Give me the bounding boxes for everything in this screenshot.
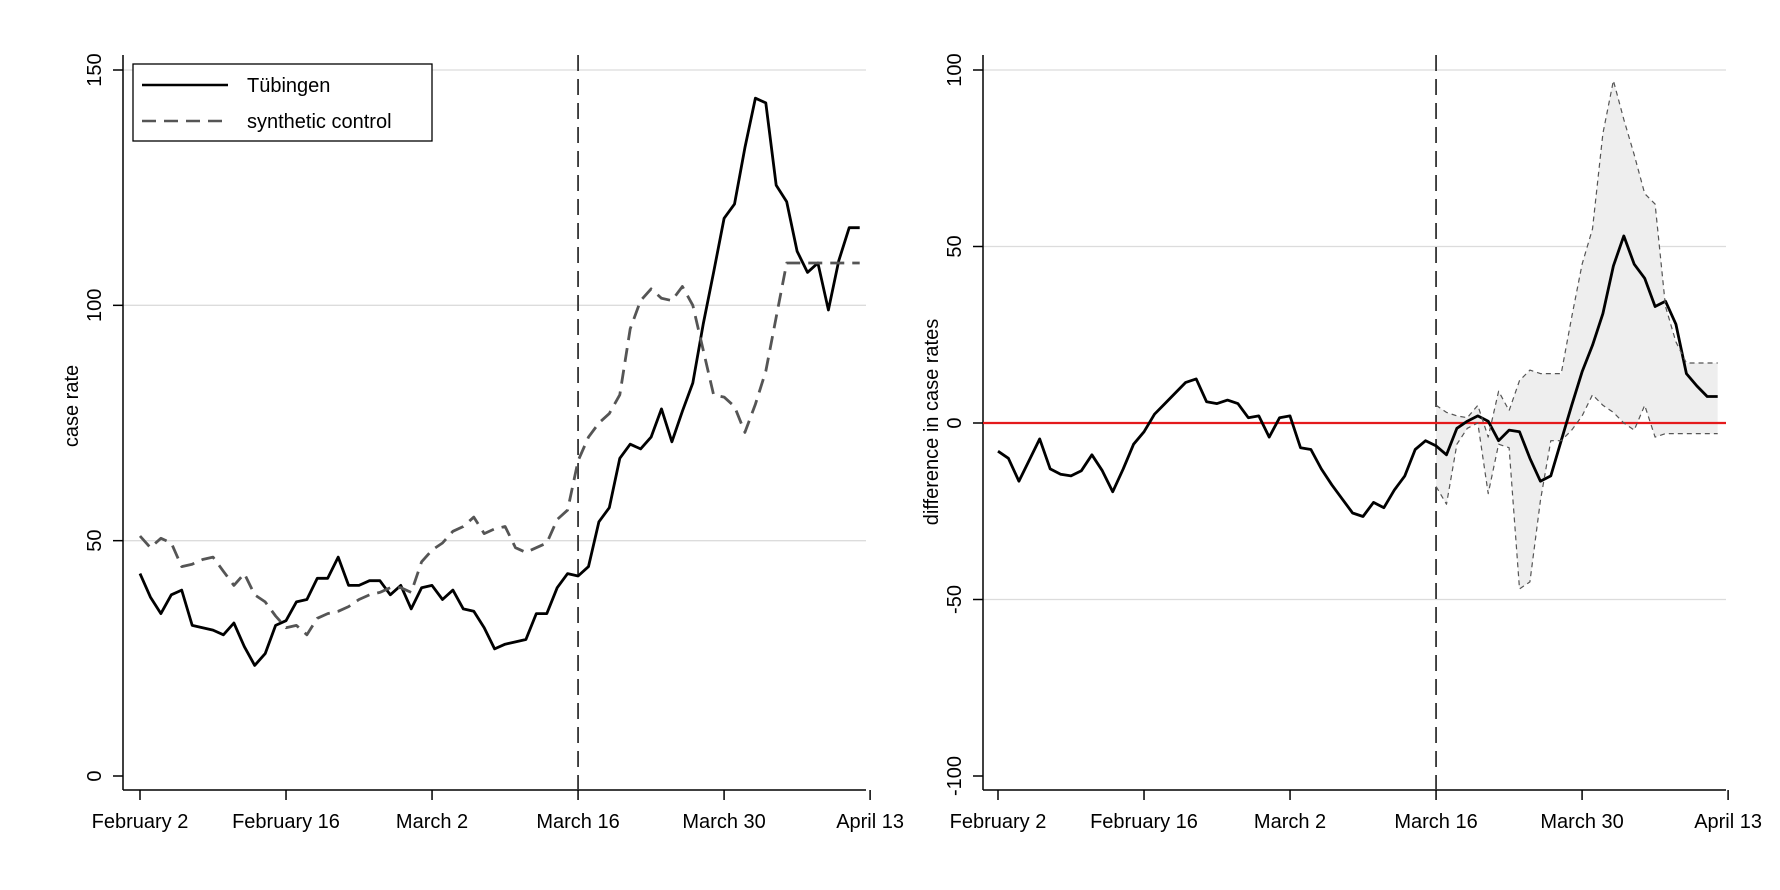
x-tick-label: March 30 [1540,811,1623,833]
x-tick-label: April 13 [1694,811,1762,833]
left-y-axis-title: case rate [61,365,83,447]
left-y-ticks: 0 50 100 150 [84,53,123,782]
series-line-synthetic-control [138,261,860,637]
y-tick-label: 100 [84,289,106,322]
y-tick-label: 50 [84,530,106,552]
x-tick-label: March 16 [536,811,619,833]
x-tick-label: March 2 [1254,811,1326,833]
right-panel-difference: -100 -50 0 50 100 February 2 February 16 March… [921,53,1762,833]
legend: Tübingen synthetic control [132,63,433,142]
left-x-ticks: February 2 February 16 March 2 March 16 Marc… [92,790,904,833]
legend-label-tubingen: Tübingen [247,75,330,97]
left-axes [122,55,866,791]
right-y-ticks: -100 -50 0 50 100 [944,53,983,796]
y-tick-label: 0 [944,417,966,428]
left-series [138,55,860,790]
y-tick-label: -100 [944,756,966,796]
x-tick-label: February 2 [92,811,189,833]
y-tick-label: 0 [84,770,106,781]
x-tick-label: April 13 [836,811,904,833]
series-line-difference [997,234,1718,518]
x-tick-label: March 16 [1394,811,1477,833]
x-tick-label: February 2 [950,811,1047,833]
x-tick-label: February 16 [1090,811,1198,833]
x-tick-label: February 16 [232,811,340,833]
series-line-upper-bound [1435,79,1718,438]
y-tick-label: 50 [944,235,966,257]
legend-label-synthetic-control: synthetic control [247,111,392,133]
right-x-ticks: February 2 February 16 March 2 March 16 Marc… [950,790,1762,833]
series-line-t-bingen [138,96,860,667]
confidence-band [1436,80,1718,589]
series-line-lower-bound [1435,394,1718,590]
y-tick-label: 100 [944,53,966,86]
y-tick-label: -50 [944,585,966,614]
legend-box [132,63,433,142]
x-tick-label: March 2 [396,811,468,833]
right-y-axis-title: difference in case rates [921,319,943,525]
left-panel-case-rate: 0 50 100 150 February 2 February 16 March 2 Ma… [61,53,904,833]
y-tick-label: 150 [84,53,106,86]
right-series [983,55,1726,790]
x-tick-label: March 30 [682,811,765,833]
